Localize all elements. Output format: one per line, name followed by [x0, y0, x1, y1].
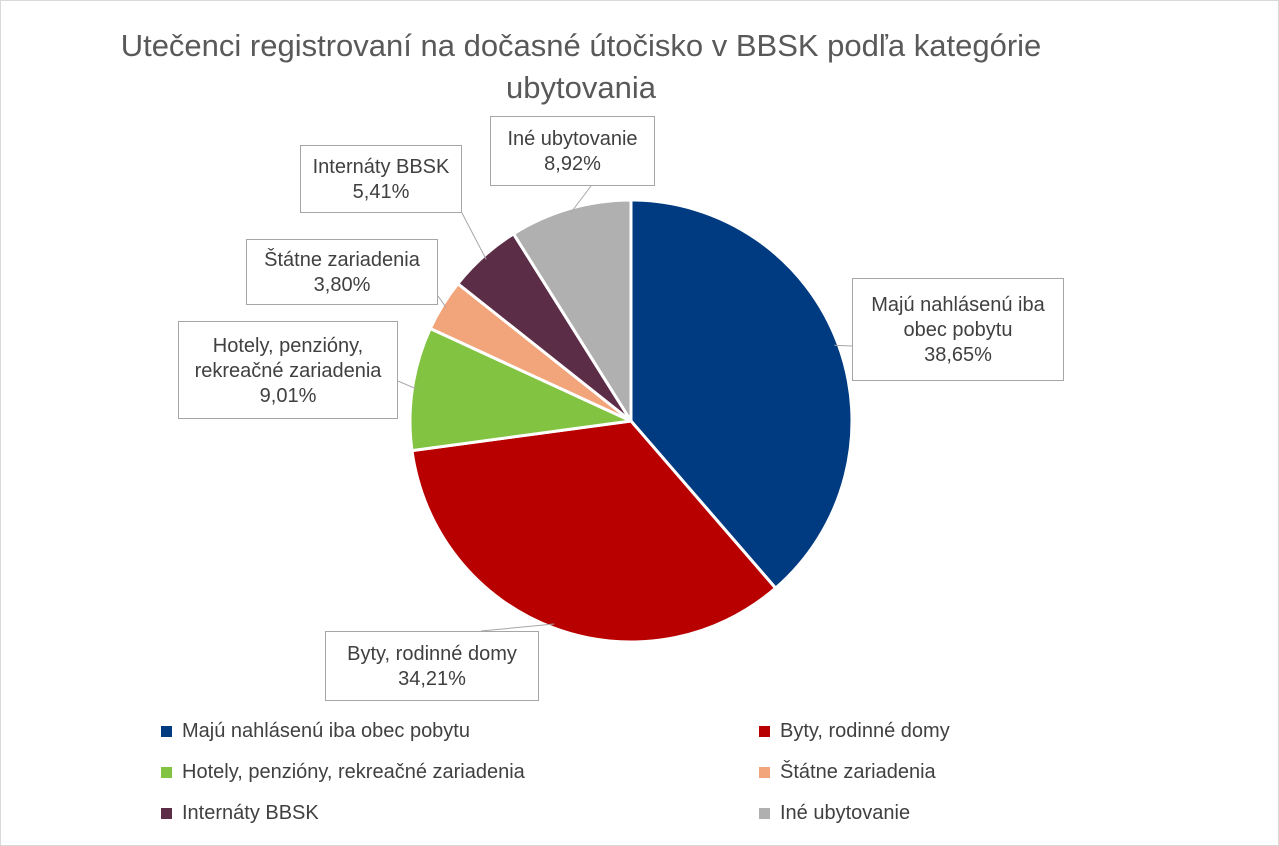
data-label-category: Majú nahlásenú iba [871, 294, 1045, 316]
legend-swatch [161, 807, 172, 819]
legend-label: Majú nahlásenú iba obec pobytu [182, 720, 470, 742]
leader-line-ine-ubytovanie [570, 185, 592, 213]
legend-item-maju-nahlasenu-iba-obec-pobytu: Majú nahlásenú iba obec pobytu [161, 719, 470, 743]
legend-item-statne-zariadenia: Štátne zariadenia [759, 760, 936, 784]
data-label-category: rekreačné zariadenia [194, 359, 382, 382]
data-label-category: obec pobytu [903, 319, 1013, 341]
legend-item-byty-rodinne-domy: Byty, rodinné domy [759, 719, 950, 743]
legend-item-internaty-bbsk: Internáty BBSK [161, 801, 319, 825]
leader-line-hotely-penziony-rekreacne-zariadenia [397, 380, 417, 390]
data-label-category: Byty, rodinné domy [347, 643, 517, 665]
data-label-hotely-penziony-rekreacne-zariadenia: Hotely, penzióny, rekreačné zariadenia 9,0… [178, 321, 398, 419]
legend-swatch [759, 725, 770, 737]
pie-slice-ine-ubytovanie [512, 198, 633, 423]
legend-item-ine-ubytovanie: Iné ubytovanie [759, 801, 910, 825]
legend-swatch [759, 807, 770, 819]
data-label-byty-rodinne-domy: Byty, rodinné domy 34,21% [325, 631, 539, 701]
leader-line-statne-zariadenia [437, 295, 447, 308]
data-label-internaty-bbsk: Internáty BBSK 5,41% [300, 145, 462, 213]
legend-label: Štátne zariadenia [780, 761, 936, 783]
data-label-category: Štátne zariadenia [264, 249, 420, 271]
pie-slice-hotely-penziony-rekreacne-zariadenia [408, 327, 633, 453]
legend-swatch [759, 766, 770, 778]
data-label-value: 8,92% [544, 153, 601, 175]
data-label-maju-nahlasenu-iba-obec-pobytu: Majú nahlásenú iba obec pobytu 38,65% [852, 278, 1064, 381]
legend-label: Internáty BBSK [182, 802, 319, 824]
legend-swatch [161, 725, 172, 737]
data-label-category: Hotely, penzióny, [212, 334, 364, 357]
legend-label: Iné ubytovanie [780, 802, 911, 824]
data-label-value: 5,41% [352, 181, 410, 203]
legend-item-hotely-penziony-rekreacne-zariadenia: Hotely, penzióny, rekreačné zariadenia [161, 760, 525, 784]
data-label-ine-ubytovanie: Iné ubytovanie 8,92% [490, 116, 655, 186]
data-label-category: Iné ubytovanie [507, 128, 638, 150]
pie-slice-byty-rodinne-domy [410, 419, 778, 644]
data-label-category: Internáty BBSK [312, 156, 450, 178]
leader-line-internaty-bbsk [461, 212, 487, 260]
data-label-value: 9,01% [259, 384, 317, 407]
legend-swatch [161, 766, 172, 778]
chart-title: Utečenci registrovaní na dočasné útočisk… [120, 28, 1042, 105]
data-label-value: 38,65% [924, 344, 992, 366]
data-label-value: 3,80% [313, 274, 371, 296]
data-label-value: 34,21% [398, 668, 466, 690]
leader-line-byty-rodinne-domy [480, 623, 555, 632]
legend-label: Byty, rodinné domy [780, 720, 950, 742]
leader-line-maju-nahlasenu-iba-obec-pobytu [834, 344, 853, 347]
pie-slice-maju-nahlasenu-iba-obec-pobytu [629, 198, 854, 590]
legend-label: Hotely, penzióny, rekreačné zariadenia [182, 761, 525, 783]
data-label-statne-zariadenia: Štátne zariadenia 3,80% [246, 239, 438, 305]
